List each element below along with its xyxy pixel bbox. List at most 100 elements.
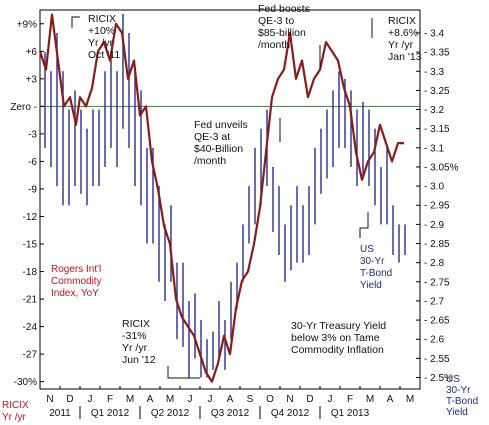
left-tick-label: -27 xyxy=(23,350,38,361)
annotation-line: Rogers Int'l xyxy=(51,264,101,275)
x-quarter-label: Q1 2012 xyxy=(91,408,130,419)
annotation-line: QE-3 to xyxy=(258,15,294,27)
left-tick-label: -3 xyxy=(28,129,37,140)
right-axis-label-line: 30-Yr xyxy=(446,385,471,396)
annotation-line: Index, YoY xyxy=(51,288,99,299)
left-tick-label: +3 xyxy=(26,74,38,85)
x-axis: N D J F M A M J J A S O N D J F M A M 2011 Q1 2012 Q2 2012 Q3 … xyxy=(39,386,414,419)
annotation-line: Commodity Inflation xyxy=(291,344,384,356)
annotation-line: T-Bond xyxy=(360,268,392,279)
annotation-line: $40-Billion xyxy=(194,143,243,155)
right-tick-label: - 2.85 xyxy=(424,239,450,250)
annotation-line: RICIX xyxy=(88,13,116,25)
plot-frame xyxy=(39,9,421,390)
right-tick-label: - 3.0 xyxy=(424,182,444,193)
x-month-label: M xyxy=(366,394,374,405)
right-tick-label: - 3.25 xyxy=(424,86,450,97)
right-tick-label: - 3.15 xyxy=(424,124,450,135)
annotation-line: -31% xyxy=(122,330,147,342)
annotation-line: 30-Yr Treasury Yield xyxy=(291,320,386,332)
left-tick-label: -9 xyxy=(28,184,37,195)
right-tick-label: - 3.1 xyxy=(424,143,444,154)
annotation-line: Yield xyxy=(360,280,382,291)
x-month-label: M xyxy=(166,394,174,405)
left-tick-label: Zero - xyxy=(10,102,37,113)
annotation-line: Jan '13 xyxy=(388,51,422,63)
x-month-label: S xyxy=(247,394,254,405)
annotation-line: Fed unveils xyxy=(194,119,248,131)
x-quarter-label: Q4 2012 xyxy=(271,408,310,419)
x-month-label: F xyxy=(107,394,113,405)
annotation-line: +10% xyxy=(88,25,115,37)
ricix-series-line xyxy=(38,13,404,383)
right-axis-label-line: T-Bond xyxy=(446,396,478,407)
annotation-line: Yr /yr xyxy=(88,37,114,49)
annotation-line: Oct '11 xyxy=(88,49,120,61)
annotation-line: 30-Yr xyxy=(360,256,385,267)
annotation-line: $85-billion xyxy=(258,27,306,39)
x-quarter-label: 2011 xyxy=(49,408,71,419)
pointer-bond xyxy=(359,212,369,238)
left-tick-label: +9% xyxy=(17,19,37,30)
x-month-label: J xyxy=(88,394,93,405)
annotation-line: below 3% on Tame xyxy=(291,332,380,344)
left-tick-label: -30% xyxy=(14,377,37,388)
x-quarter-label: Q3 2012 xyxy=(211,408,250,419)
right-tick-label: - 3.3 xyxy=(424,67,444,78)
x-month-label: D xyxy=(66,394,73,405)
right-tick-label: - 2.95 xyxy=(424,201,450,212)
right-axis-label-line: Yield xyxy=(446,407,468,418)
x-month-label: M xyxy=(126,394,134,405)
x-month-label: F xyxy=(347,394,353,405)
x-month-label: J xyxy=(188,394,193,405)
right-tick-label: - 2.9 xyxy=(424,220,444,231)
x-month-label: J xyxy=(208,394,213,405)
x-month-label: A xyxy=(227,394,234,405)
right-tick-label: - 3.35 xyxy=(424,48,450,59)
right-axis: - 3.4 - 3.35 - 3.3 - 3.25 - 3.2 - 3.15 - 3.1 - … xyxy=(416,28,459,384)
x-month-label: A xyxy=(147,394,154,405)
annotation-line: Commodity xyxy=(51,276,102,287)
left-tick-label: -24 xyxy=(23,322,38,333)
right-tick-label: - 3.2 xyxy=(424,105,444,116)
right-tick-label: - 3.4 xyxy=(424,28,444,39)
right-tick-label: - 2.75 xyxy=(424,277,450,288)
annotation-line: RICIX xyxy=(388,15,416,27)
bond-yield-series xyxy=(44,13,406,378)
annotation-line: Yr /yr xyxy=(122,342,148,354)
annotation-line: Jun '12 xyxy=(122,354,156,366)
x-quarter-label: Q1 2013 xyxy=(331,408,370,419)
pointer-jun12 xyxy=(167,366,200,379)
annotation-line: Fed boosts xyxy=(258,3,310,15)
annotation-pointers xyxy=(71,16,373,379)
x-month-label: O xyxy=(266,394,274,405)
left-axis-label-line2: Yr /yr xyxy=(2,412,27,423)
right-tick-label: - 2.8 xyxy=(424,258,444,269)
left-tick-label: -6 xyxy=(28,157,37,168)
x-month-label: D xyxy=(306,394,313,405)
right-tick-label: - 2.55 xyxy=(424,354,450,365)
pointer-oct11 xyxy=(71,16,80,28)
left-axis: +9% +6 +3 Zero - -3 -6 -9 -12 -15 -18 -21 -24 -27 -30… xyxy=(10,19,44,388)
x-month-label: A xyxy=(387,394,394,405)
x-month-label: J xyxy=(328,394,333,405)
x-month-label: N xyxy=(46,394,53,405)
right-tick-label: - 2.7 xyxy=(424,296,444,307)
right-tick-label: - 3.05% xyxy=(424,162,459,173)
left-tick-label: -12 xyxy=(23,212,38,223)
annotation-line: US xyxy=(360,244,374,255)
left-tick-label: -21 xyxy=(23,295,38,306)
right-axis-label-line: US xyxy=(446,374,460,385)
annotation-line: /month xyxy=(194,155,226,167)
annotation-line: +8.6% xyxy=(388,27,418,39)
x-month-label: M xyxy=(406,394,414,405)
left-tick-label: -15 xyxy=(23,240,38,251)
right-tick-label: - 2.5% xyxy=(424,373,453,384)
annotation-line: Yr /yr xyxy=(388,39,414,51)
annotation-line: RICIX xyxy=(122,318,150,330)
right-tick-label: - 2.65 xyxy=(424,316,450,327)
right-tick-label: - 2.6 xyxy=(424,335,444,346)
